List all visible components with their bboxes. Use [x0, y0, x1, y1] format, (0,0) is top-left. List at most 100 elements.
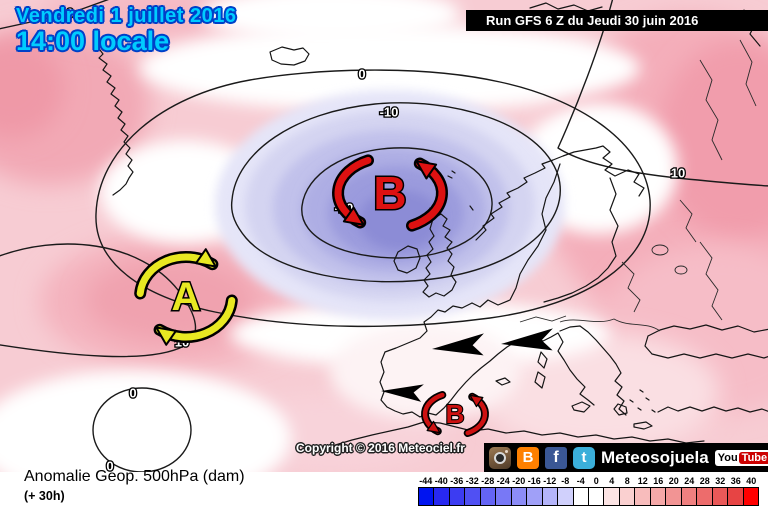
scale-cell: [496, 488, 512, 505]
scale-cell: [697, 488, 713, 505]
date-overlay: Vendredi 1 juillet 2016 14:00 locale: [16, 5, 237, 56]
coast-greenland: [96, 45, 134, 196]
scale-value: -40: [434, 476, 448, 486]
scale-value: -12: [543, 476, 557, 486]
contour-label: 0: [358, 67, 365, 82]
flux-arrow: [501, 328, 553, 351]
color-scale: -44 -40 -36 -32 -28 -24 -20 -16 -12 -8 -4 0 4 8 12 16 20…: [418, 476, 761, 507]
blogger-icon[interactable]: B: [517, 446, 539, 469]
brand-name: Meteosojuela: [601, 447, 709, 467]
coast-sardinia: [534, 371, 546, 389]
flux-arrow: [432, 333, 484, 356]
scale-value: -4: [576, 476, 585, 486]
coast-adriatic: [559, 325, 627, 416]
scale-cell: [542, 488, 559, 505]
coast-black-sea: [644, 324, 768, 359]
scale-value: 32: [715, 476, 726, 486]
coast-turkey: [657, 406, 768, 413]
scale-cell: [573, 488, 589, 505]
coast-crete: [633, 421, 653, 430]
scale-cell: [588, 488, 605, 505]
scale-value: -44: [419, 476, 433, 486]
forecast-time: 14:00 locale: [16, 26, 170, 56]
facebook-icon[interactable]: f: [545, 446, 567, 469]
pressure-center-A: A: [134, 248, 238, 346]
borders-rivers: [519, 39, 757, 332]
scale-value: 16: [653, 476, 664, 486]
coast-sicily: [571, 401, 591, 413]
color-scale-labels: -44 -40 -36 -32 -28 -24 -20 -16 -12 -8 -4 0 4 8 12 16 20…: [418, 476, 761, 486]
scale-value: 12: [637, 476, 648, 486]
instagram-icon[interactable]: [489, 446, 511, 469]
pressure-center-B: B: [421, 391, 489, 437]
scale-value: -24: [496, 476, 510, 486]
coast-britain: [422, 213, 457, 298]
contour-label: 0: [106, 459, 113, 473]
scale-cell: [666, 488, 682, 505]
scale-cell: [604, 488, 620, 505]
color-scale-bar: [418, 487, 759, 506]
legend-title: Anomalie Geop. 500hPa (dam): [24, 468, 245, 485]
scale-cell: [527, 488, 543, 505]
social-bar: B f t Meteosojuela You Tube: [484, 443, 768, 472]
twitter-icon[interactable]: t: [573, 446, 595, 469]
contour-label: 0: [66, 6, 73, 21]
scale-value: 4: [609, 476, 615, 486]
scale-value: 24: [684, 476, 695, 486]
scale-value: -20: [512, 476, 526, 486]
scale-cell: [743, 488, 758, 505]
pressure-letter: B: [446, 399, 465, 429]
scale-cell: [712, 488, 729, 505]
pressure-letter: B: [373, 167, 406, 219]
coast-peloponnese: [613, 403, 628, 416]
coast-north-africa: [331, 421, 705, 447]
scale-value: 40: [746, 476, 757, 486]
scale-cell: [465, 488, 481, 505]
scale-value: -28: [481, 476, 495, 486]
scale-value: -36: [450, 476, 464, 486]
coast-balearics: [495, 377, 511, 386]
scale-cell: [681, 488, 698, 505]
forecast-date: Vendredi 1 juillet 2016: [16, 5, 237, 27]
coast-west-europe: [379, 302, 595, 418]
scale-cell: [480, 488, 497, 505]
scale-cell: [558, 488, 574, 505]
pressure-symbols-layer: B A B: [134, 154, 553, 437]
copyright-text: Copyright © 2016 Meteociel.fr: [296, 441, 465, 455]
coast-corsica: [537, 351, 548, 369]
scale-cell: [619, 488, 636, 505]
scale-value: 0: [593, 476, 599, 486]
forecast-hour: (+ 30h): [24, 489, 65, 503]
pressure-letter: A: [172, 275, 201, 319]
coastlines: [96, 2, 768, 447]
scale-cell: [434, 488, 450, 505]
contour-label: 0: [129, 386, 136, 401]
model-run-bar: Run GFS 6 Z du Jeudi 30 juin 2016: [466, 10, 768, 31]
coast-finland: [543, 177, 619, 303]
coast-sweden: [471, 163, 561, 308]
youtube-icon[interactable]: You Tube: [714, 449, 768, 466]
flux-arrow: [381, 384, 424, 402]
scale-value: 20: [668, 476, 679, 486]
scale-cell: [419, 488, 435, 505]
scale-cell: [650, 488, 667, 505]
youtube-you-label: You: [717, 451, 738, 464]
scale-value: 36: [730, 476, 741, 486]
youtube-tube-label: Tube: [738, 451, 768, 464]
scale-value: 28: [699, 476, 710, 486]
scale-cell: [449, 488, 466, 505]
coast-iceland: [269, 46, 310, 66]
coast-ireland: [393, 245, 421, 274]
coast-norway: [475, 145, 645, 241]
scale-cell: [728, 488, 744, 505]
scale-value: -32: [465, 476, 479, 486]
scale-value: -8: [561, 476, 570, 486]
scale-value: -16: [527, 476, 541, 486]
scale-cell: [511, 488, 528, 505]
contour-label: -10: [380, 105, 399, 120]
scale-cell: [635, 488, 651, 505]
contour-label: 10: [671, 166, 685, 181]
